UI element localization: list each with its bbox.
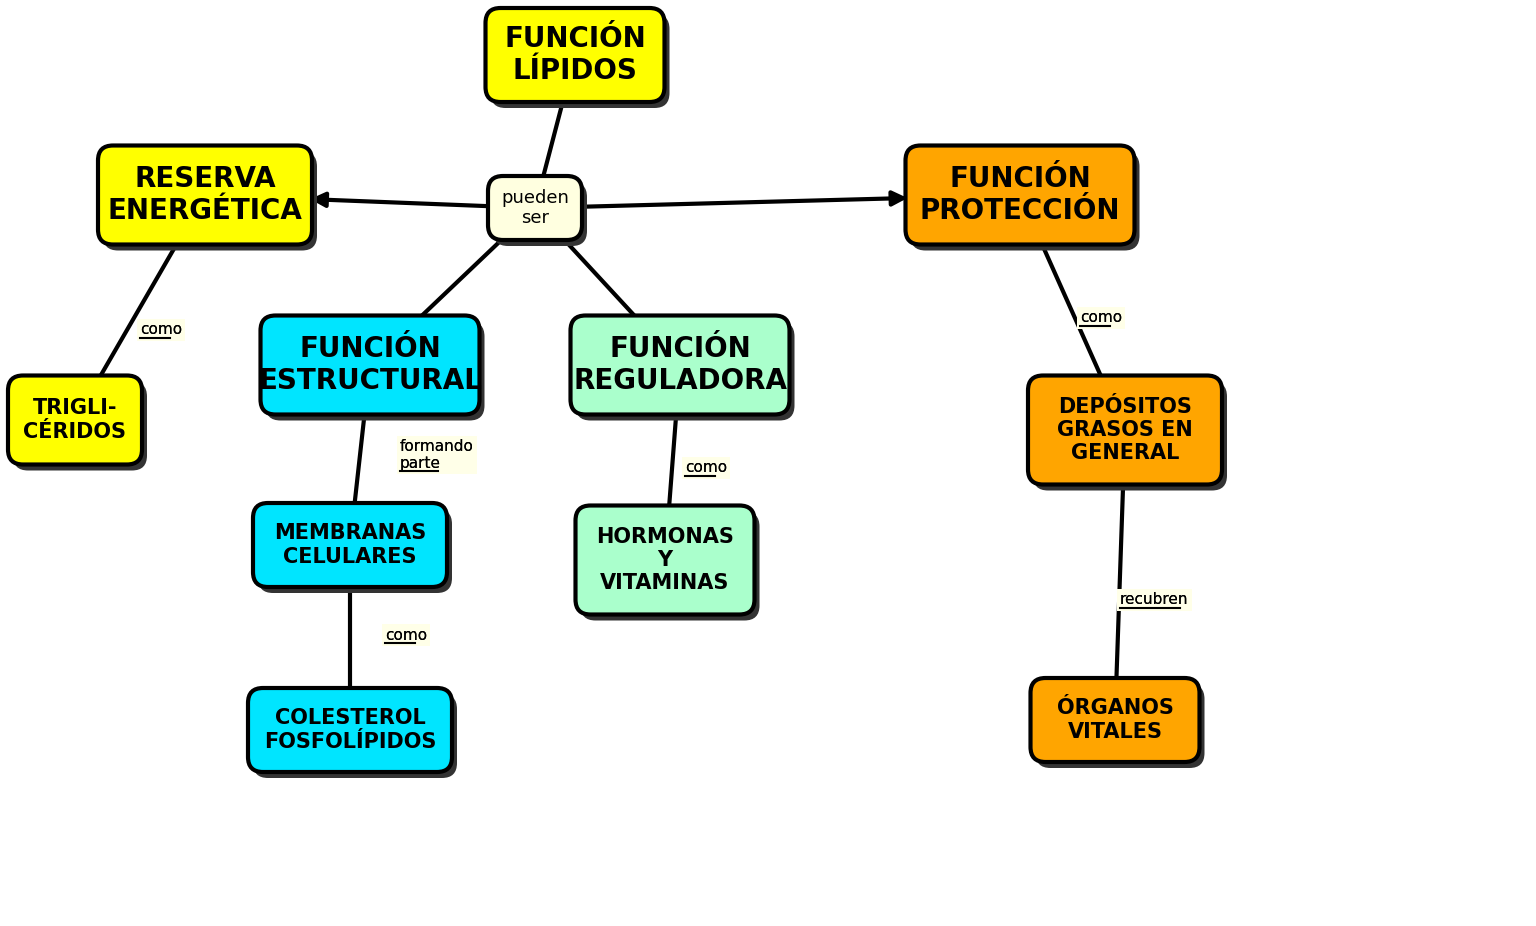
Text: pueden
ser: pueden ser [501, 189, 568, 228]
FancyBboxPatch shape [98, 145, 312, 244]
FancyBboxPatch shape [576, 506, 754, 615]
Text: HORMONAS
Y
VITAMINAS: HORMONAS Y VITAMINAS [596, 527, 734, 594]
FancyBboxPatch shape [258, 509, 452, 593]
FancyBboxPatch shape [485, 8, 665, 102]
Text: como: como [685, 460, 727, 475]
FancyBboxPatch shape [493, 182, 587, 246]
Text: como: como [386, 628, 427, 643]
FancyBboxPatch shape [1035, 684, 1204, 768]
Text: como: como [140, 322, 183, 337]
Text: ÓRGANOS
VITALES: ÓRGANOS VITALES [1057, 698, 1174, 742]
FancyBboxPatch shape [266, 321, 484, 420]
Text: como: como [140, 322, 183, 337]
FancyBboxPatch shape [488, 176, 582, 240]
FancyBboxPatch shape [911, 152, 1140, 251]
Text: TRIGLI-
CÉRIDOS: TRIGLI- CÉRIDOS [23, 398, 126, 442]
FancyBboxPatch shape [1031, 678, 1200, 762]
Text: como: como [1080, 310, 1123, 326]
FancyBboxPatch shape [253, 503, 447, 587]
Text: como: como [685, 460, 727, 475]
Text: FUNCIÓN
ESTRUCTURAL: FUNCIÓN ESTRUCTURAL [258, 335, 482, 395]
FancyBboxPatch shape [12, 382, 147, 470]
FancyBboxPatch shape [576, 321, 794, 420]
FancyBboxPatch shape [1028, 376, 1223, 484]
Text: FUNCIÓN
LÍPIDOS: FUNCIÓN LÍPIDOS [504, 25, 645, 85]
Text: FUNCIÓN
REGULADORA: FUNCIÓN REGULADORA [573, 335, 786, 395]
Text: formando
parte: formando parte [399, 439, 475, 471]
FancyBboxPatch shape [906, 145, 1135, 244]
Text: recubren: recubren [1120, 593, 1189, 607]
Text: FUNCIÓN
PROTECCIÓN: FUNCIÓN PROTECCIÓN [920, 165, 1120, 225]
FancyBboxPatch shape [261, 316, 479, 415]
FancyBboxPatch shape [247, 688, 452, 772]
Text: recubren: recubren [1120, 593, 1189, 607]
Text: como: como [386, 628, 427, 643]
FancyBboxPatch shape [1034, 382, 1227, 491]
Text: COLESTEROL
FOSFOLÍPIDOS: COLESTEROL FOSFOLÍPIDOS [264, 708, 436, 752]
FancyBboxPatch shape [253, 694, 458, 778]
Text: RESERVA
ENERGÉTICA: RESERVA ENERGÉTICA [108, 165, 303, 225]
FancyBboxPatch shape [490, 14, 670, 108]
Text: como: como [1080, 310, 1123, 326]
Text: DEPÓSITOS
GRASOS EN
GENERAL: DEPÓSITOS GRASOS EN GENERAL [1057, 397, 1193, 463]
Text: MEMBRANAS
CELULARES: MEMBRANAS CELULARES [273, 523, 425, 567]
Text: formando
parte: formando parte [399, 439, 475, 471]
FancyBboxPatch shape [570, 316, 790, 415]
FancyBboxPatch shape [8, 376, 141, 465]
FancyBboxPatch shape [581, 511, 759, 620]
FancyBboxPatch shape [103, 152, 316, 251]
